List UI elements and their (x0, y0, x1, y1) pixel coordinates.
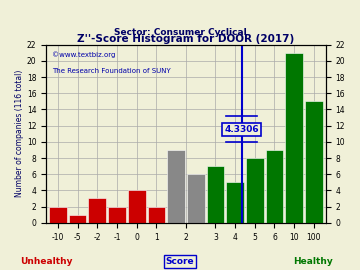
Bar (69, 215, 86, 223)
Bar (108, 207, 126, 223)
Bar (285, 53, 303, 223)
Text: Sector: Consumer Cyclical: Sector: Consumer Cyclical (114, 28, 246, 37)
Bar (246, 158, 264, 223)
Text: Unhealthy: Unhealthy (21, 257, 73, 266)
Bar (305, 101, 323, 223)
Text: 4.3306: 4.3306 (224, 125, 259, 134)
Text: Healthy: Healthy (293, 257, 333, 266)
Bar (167, 150, 185, 223)
Bar (89, 198, 106, 223)
Bar (148, 207, 165, 223)
Text: The Research Foundation of SUNY: The Research Foundation of SUNY (52, 68, 171, 74)
Bar (49, 207, 67, 223)
Bar (207, 166, 224, 223)
Bar (266, 150, 283, 223)
Y-axis label: Number of companies (116 total): Number of companies (116 total) (15, 70, 24, 197)
Text: ©www.textbiz.org: ©www.textbiz.org (52, 52, 115, 59)
Bar (226, 182, 244, 223)
Title: Z''-Score Histogram for DOOR (2017): Z''-Score Histogram for DOOR (2017) (77, 34, 294, 44)
Bar (128, 190, 145, 223)
Text: Score: Score (166, 257, 194, 266)
Bar (187, 174, 204, 223)
